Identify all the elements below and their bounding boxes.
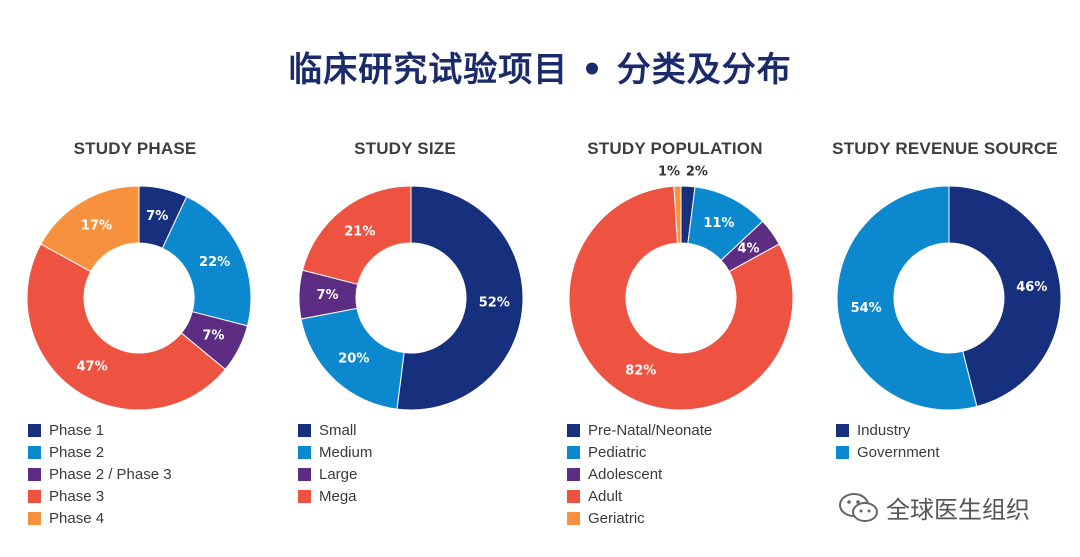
slice-label-mega: 21% (344, 225, 375, 240)
legend-item-phase-1: Phase 1 (28, 419, 172, 441)
slice-label-medium: 20% (338, 351, 369, 366)
legend-label: Phase 2 (49, 443, 105, 461)
legend-label: Pre-Natal/Neonate (588, 421, 713, 439)
legend-swatch (298, 467, 311, 481)
legend-swatch (28, 467, 41, 481)
legend-item-government: Government (836, 441, 940, 463)
legend-swatch (567, 467, 580, 481)
slice-label-phase-3: 47% (77, 360, 108, 375)
legend: Industry Government (836, 419, 940, 463)
chart-title: STUDY PHASE (73, 139, 197, 158)
legend-item-industry: Industry (836, 419, 940, 441)
legend-item-phase-2-phase-3: Phase 2 / Phase 3 (28, 463, 172, 485)
legend-swatch (298, 423, 311, 437)
slice-label-large: 7% (317, 288, 339, 303)
chart-study-revenue-source: STUDY REVENUE SOURCE 46% 54% Industry Govern… (810, 0, 1080, 557)
legend-label: Adult (588, 487, 623, 505)
slice-label-government: 54% (851, 301, 882, 316)
legend-item-large: Large (298, 463, 372, 485)
legend-item-phase-2: Phase 2 (28, 441, 172, 463)
legend: Phase 1 Phase 2 Phase 2 / Phase 3 Phase 3 Ph… (28, 419, 172, 529)
legend-swatch (28, 489, 41, 503)
slice-label-adolescent: 4% (738, 241, 760, 256)
legend: Pre-Natal/Neonate Pediatric Adolescent Adul… (567, 419, 712, 529)
chart-title: STUDY SIZE (354, 139, 456, 158)
slice-label-phase-1: 7% (146, 209, 168, 224)
legend-item-phase-4: Phase 4 (28, 507, 172, 529)
slice-phase-4 (40, 185, 140, 273)
slice-phase-2 (161, 195, 252, 327)
legend-swatch (836, 423, 849, 437)
wechat-icon (839, 492, 878, 522)
slice-label-pediatric: 11% (703, 216, 734, 231)
slice-phase-3 (26, 243, 227, 411)
slice-label-phase-2: 22% (199, 255, 230, 270)
legend-swatch (567, 423, 580, 437)
slice-industry (948, 185, 1062, 408)
slice-small (396, 185, 524, 411)
legend-label: Phase 2 / Phase 3 (49, 465, 172, 483)
slice-geriatric (673, 185, 682, 244)
donut-chart: 7% 22% 7% 47% 17% (26, 185, 252, 411)
legend-label: Medium (319, 443, 373, 461)
legend-swatch (298, 489, 311, 503)
watermark: 全球医生组织 (838, 490, 1030, 525)
slice-label-phase-2-phase-3: 7% (202, 328, 224, 343)
donut-chart: 52% 20% 7% 21% (298, 185, 524, 411)
chart-study-phase: STUDY PHASE 7% 22% 7% 47% 17% Phase 1 Phase 2 Ph… (0, 0, 270, 557)
legend-item-adult: Adult (567, 485, 712, 507)
slice-label-geriatric: 1% (658, 165, 680, 180)
legend-label: Small (319, 421, 357, 439)
legend-item-geriatric: Geriatric (567, 507, 712, 529)
legend-label: Phase 1 (49, 421, 105, 439)
chart-title: STUDY REVENUE SOURCE (832, 139, 1058, 158)
legend-swatch (567, 445, 580, 459)
legend-label: Mega (319, 487, 357, 505)
legend-label: Adolescent (588, 465, 663, 483)
legend-swatch (836, 445, 849, 459)
slice-adult (568, 185, 794, 411)
legend-item-pediatric: Pediatric (567, 441, 712, 463)
donut-chart: 46% 54% (836, 185, 1062, 411)
chart-study-population: STUDY POPULATION 2% 11% 4% 82% 1% Pre-Natal/Ne… (540, 0, 810, 557)
legend-label: Geriatric (588, 509, 645, 527)
page-title: 临床研究试验项目 • 分类及分布 (288, 50, 792, 90)
legend-label: Large (319, 465, 358, 483)
legend: Small Medium Large Mega (298, 419, 372, 507)
legend-item-mega: Mega (298, 485, 372, 507)
legend-item-pre-natal-neonate: Pre-Natal/Neonate (567, 419, 712, 441)
legend-swatch (567, 489, 580, 503)
slice-government (836, 185, 978, 411)
legend-label: Pediatric (588, 443, 647, 461)
legend-swatch (28, 423, 41, 437)
slice-label-industry: 46% (1016, 280, 1047, 295)
legend-swatch (567, 511, 580, 525)
legend-label: Phase 4 (49, 509, 105, 527)
legend-label: Phase 3 (49, 487, 105, 505)
slice-mega (301, 185, 412, 285)
legend-item-medium: Medium (298, 441, 372, 463)
legend-item-phase-3: Phase 3 (28, 485, 172, 507)
chart-title: STUDY POPULATION (587, 139, 763, 158)
chart-study-size: STUDY SIZE 52% 20% 7% 21% Small Medium Large Meg… (270, 0, 540, 557)
legend-item-adolescent: Adolescent (567, 463, 712, 485)
slice-label-pre-natal-neonate: 2% (686, 165, 708, 180)
donut-chart: 2% 11% 4% 82% 1% (568, 165, 794, 411)
legend-swatch (28, 511, 41, 525)
legend-swatch (28, 445, 41, 459)
watermark-text: 全球医生组织 (886, 496, 1030, 524)
slice-label-phase-4: 17% (81, 219, 112, 234)
legend-label: Industry (857, 421, 911, 439)
slice-label-small: 52% (479, 296, 510, 311)
legend-label: Government (857, 443, 940, 461)
legend-swatch (298, 445, 311, 459)
legend-item-small: Small (298, 419, 372, 441)
slice-label-adult: 82% (625, 364, 656, 379)
